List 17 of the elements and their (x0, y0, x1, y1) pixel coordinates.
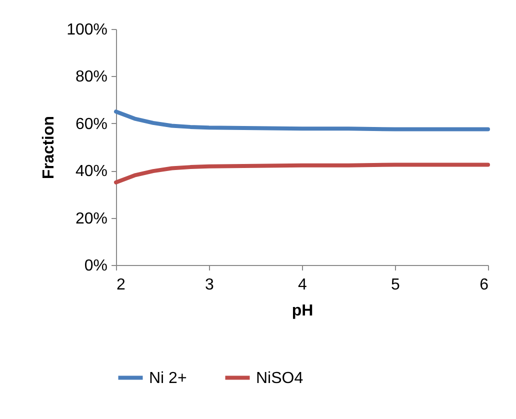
x-tick-label: 6 (480, 276, 489, 294)
x-tick-label: 2 (116, 276, 126, 294)
y-tick-label: 60% (75, 116, 108, 133)
y-tick-label: 80% (75, 68, 108, 86)
y-tick-label: 40% (75, 163, 108, 180)
y-tick-label: 100% (66, 22, 108, 38)
line-series (114, 162, 490, 184)
x-tick-label: 3 (205, 276, 214, 294)
y-tick-label: 0% (84, 258, 108, 274)
x-tick-label: 5 (391, 276, 400, 294)
y-tick-label: 20% (75, 210, 108, 228)
x-axis-title: pH (292, 302, 314, 320)
line-series (114, 110, 490, 132)
x-tick-label: 4 (298, 276, 308, 294)
legend-label: Ni 2+ (149, 370, 187, 387)
legend-label: NiSO4 (256, 370, 304, 387)
y-axis-title: Fraction (40, 116, 58, 180)
